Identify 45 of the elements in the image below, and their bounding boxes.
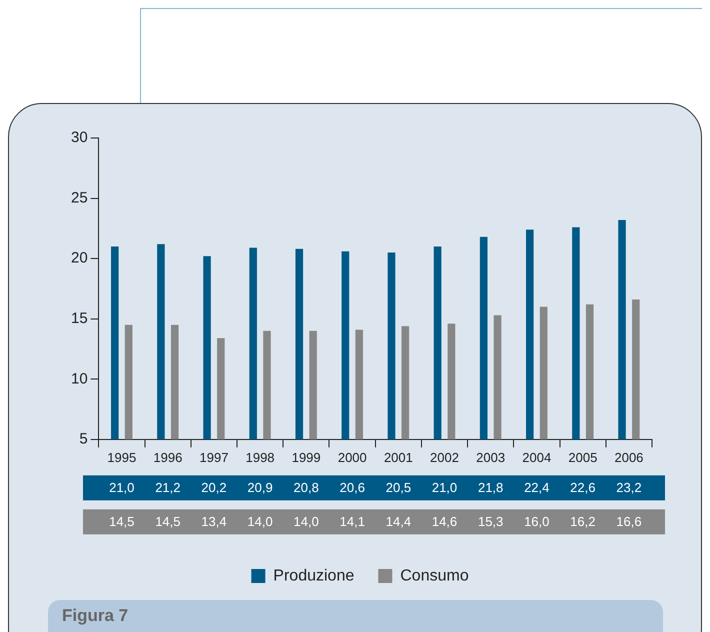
data-label: 23,2 <box>616 480 642 495</box>
y-tick-label: 10 <box>70 370 88 388</box>
x-tick-label: 1997 <box>200 450 228 465</box>
data-label: 20,9 <box>247 480 273 495</box>
data-label: 13,4 <box>201 514 227 529</box>
data-label: 20,2 <box>201 480 227 495</box>
x-tick-label: 1995 <box>107 450 136 465</box>
data-label: 14,5 <box>109 514 134 529</box>
data-label: 22,4 <box>524 480 550 495</box>
y-tick-label: 15 <box>70 310 88 327</box>
data-label: 16,2 <box>570 514 596 529</box>
x-tick-label: 2004 <box>522 450 552 465</box>
y-tick-label: 30 <box>70 129 88 146</box>
y-tick-label: 5 <box>79 430 88 448</box>
data-label: 14,0 <box>294 514 319 529</box>
x-tick-label: 1998 <box>246 450 275 465</box>
legend-label: Consumo <box>400 567 469 584</box>
x-tick-label: 2000 <box>338 450 367 465</box>
x-tick-label: 1999 <box>292 450 321 465</box>
y-tick-label: 25 <box>70 189 88 206</box>
data-label: 15,3 <box>478 514 504 529</box>
data-label: 21,2 <box>155 480 181 495</box>
x-tick-label: 2005 <box>568 450 598 465</box>
x-tick-label: 2002 <box>430 450 459 465</box>
y-tick-label: 20 <box>70 250 88 267</box>
data-label: 14,5 <box>155 514 181 529</box>
data-label: 21,0 <box>109 480 134 495</box>
data-label: 20,5 <box>386 480 412 495</box>
data-label: 14,0 <box>247 514 273 529</box>
data-label: 16,6 <box>616 514 642 529</box>
data-label: 22,6 <box>570 480 596 495</box>
x-tick-label: 2003 <box>476 450 506 465</box>
x-tick-label: 2006 <box>614 450 644 465</box>
data-label: 21,0 <box>432 480 458 495</box>
x-tick-label: 1996 <box>153 450 182 465</box>
data-label: 14,4 <box>386 514 412 529</box>
x-tick-label: 2001 <box>384 450 413 465</box>
data-label: 16,0 <box>524 514 550 529</box>
data-label: 20,8 <box>294 480 319 495</box>
legend-label: Produzione <box>273 567 354 584</box>
data-label: 21,8 <box>478 480 504 495</box>
data-label: 14,6 <box>432 514 458 529</box>
data-label: 20,6 <box>340 480 365 495</box>
text: Figura 7 <box>48 600 663 632</box>
data-label: 14,1 <box>340 514 365 529</box>
